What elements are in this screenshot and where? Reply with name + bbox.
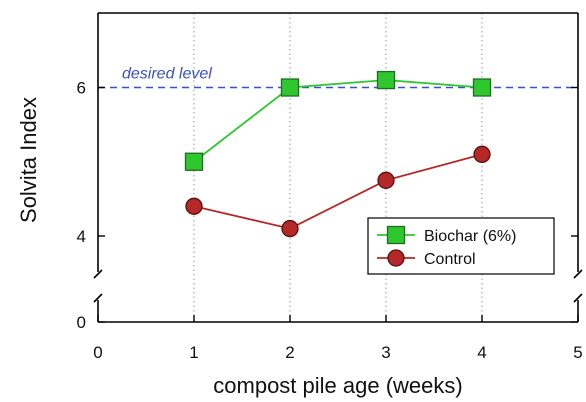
axis-break-mark: [93, 269, 103, 279]
axis-break-mark: [93, 293, 103, 303]
x-tick-label: 4: [477, 343, 486, 362]
x-tick-label: 5: [573, 343, 582, 362]
x-tick-label: 0: [93, 343, 102, 362]
tick-labels: 0 1 2 3 4 5 0 4 6: [77, 79, 583, 363]
reference-line-group: desired level: [98, 66, 578, 89]
y-tick-label: 6: [77, 79, 86, 98]
legend: Biochar (6%) Control: [367, 217, 555, 275]
series-line-biochar: [193, 79, 483, 163]
y-axis-title: Solvita Index: [16, 97, 41, 223]
data-point-control: [377, 171, 395, 189]
y-tick-label: 4: [77, 227, 86, 246]
grid: [193, 13, 483, 322]
y-tick-label: 0: [77, 313, 86, 332]
legend-label-control: Control: [424, 251, 476, 268]
legend-label-biochar: Biochar (6%): [424, 228, 516, 245]
legend-marker-biochar: [386, 225, 406, 245]
data-point-biochar: [472, 78, 492, 97]
series-line-control: [193, 153, 483, 230]
data-point-biochar: [184, 152, 204, 171]
axis-break-mark: [573, 269, 583, 279]
data-point-biochar: [280, 78, 300, 97]
x-tick-label: 2: [285, 343, 294, 362]
data-point-control: [473, 145, 491, 163]
plot-frame: [93, 12, 583, 323]
series-group: [184, 70, 492, 238]
data-point-control: [281, 219, 299, 238]
legend-marker-control: [387, 249, 405, 267]
axis-break-mark: [573, 293, 583, 303]
x-tick-label: 3: [381, 343, 390, 362]
x-tick-label: 1: [189, 343, 198, 362]
x-axis-title: compost pile age (weeks): [213, 373, 462, 398]
reference-line-label: desired level: [122, 66, 212, 83]
data-point-biochar: [376, 70, 396, 90]
data-point-control: [185, 197, 203, 215]
